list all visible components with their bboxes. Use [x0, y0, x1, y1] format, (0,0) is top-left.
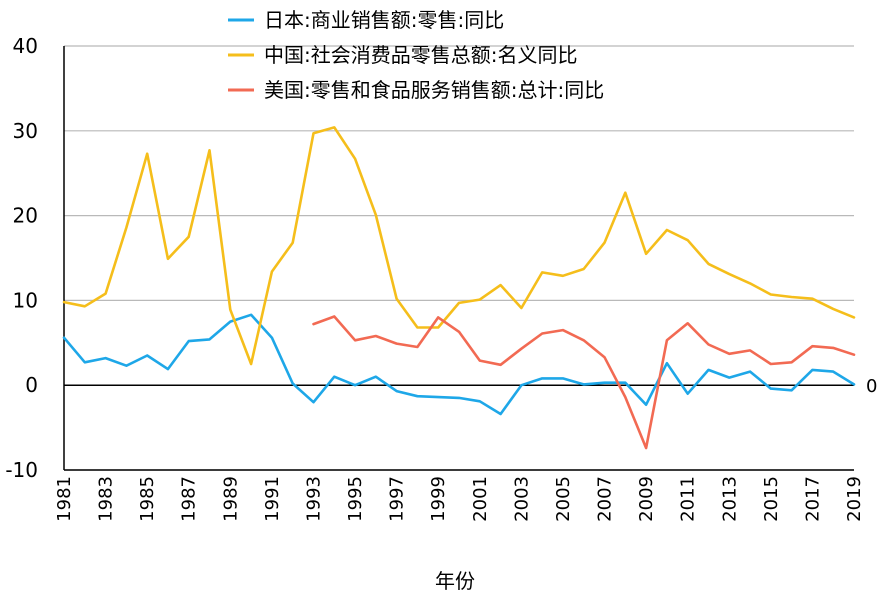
x-tick-label: 2013: [719, 476, 740, 522]
x-tick-label: 2019: [844, 476, 865, 522]
x-tick-label: 1989: [220, 476, 241, 522]
y-tick-label: 0: [25, 373, 38, 397]
series-lines: [62, 126, 856, 450]
gridlines: [64, 45, 854, 471]
x-tick-label: 2009: [636, 476, 657, 522]
x-tick-label: 2007: [595, 476, 616, 522]
x-tick-label: 1995: [345, 476, 366, 522]
axes: [63, 46, 854, 471]
x-tick-label: 2011: [678, 476, 699, 522]
x-tick-label: 1999: [428, 476, 449, 522]
y-tick-label: 40: [13, 34, 38, 58]
zero-end-label: 0: [866, 376, 877, 397]
x-tick-label: 1987: [179, 476, 200, 522]
legend-label-0: 日本:商业销售额:零售:同比: [264, 8, 504, 32]
x-axis-title: 年份: [435, 569, 475, 593]
y-tick-label: 30: [13, 119, 38, 143]
x-tick-label: 2001: [470, 476, 491, 522]
x-tick-label: 1983: [96, 476, 117, 522]
legend-label-1: 中国:社会消费品零售总额:名义同比: [264, 43, 577, 67]
legend: 日本:商业销售额:零售:同比中国:社会消费品零售总额:名义同比美国:零售和食品服…: [228, 8, 604, 102]
x-tick-label: 1993: [303, 476, 324, 522]
x-tick-label: 1981: [54, 476, 75, 522]
x-tick-label: 1997: [387, 476, 408, 522]
x-tick-label: 2015: [761, 476, 782, 522]
x-tick-label: 1985: [137, 476, 158, 522]
series-line-0: [62, 313, 856, 416]
x-axis-ticks: 1981 1983 1985 1987 1989 1991 1993 1995 1997 1999…: [54, 476, 865, 522]
legend-label-2: 美国:零售和食品服务销售额:总计:同比: [264, 78, 604, 102]
x-tick-label: 1991: [262, 476, 283, 522]
series-line-2: [312, 315, 856, 450]
x-tick-label: 2003: [511, 476, 532, 522]
y-tick-label: 20: [13, 204, 38, 228]
series-line-1: [62, 126, 856, 366]
y-tick-label: 10: [13, 288, 38, 312]
y-axis-ticks: -10 0 10 20 30 40: [5, 34, 38, 482]
x-tick-label: 2005: [553, 476, 574, 522]
y-tick-label: -10: [5, 458, 38, 482]
x-tick-label: 2017: [802, 476, 823, 522]
